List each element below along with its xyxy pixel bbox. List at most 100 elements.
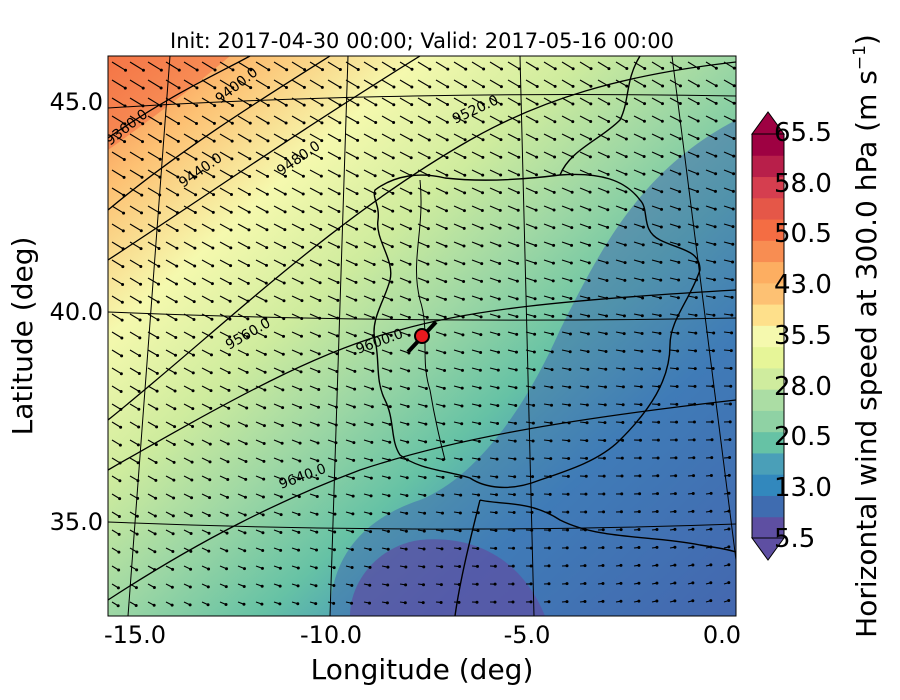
wind-arrow xyxy=(291,403,301,408)
wind-arrow-head xyxy=(535,155,539,159)
wind-arrow xyxy=(147,187,160,196)
wind-arrow-head xyxy=(551,261,555,265)
wind-arrow xyxy=(129,475,139,482)
wind-arrow-head xyxy=(302,85,306,89)
wind-arrow-head xyxy=(619,528,623,532)
wind-arrow-head xyxy=(265,228,269,232)
wind-arrow-head xyxy=(172,478,176,482)
wind-arrow-head xyxy=(460,422,464,426)
wind-arrow-head xyxy=(529,582,533,586)
wind-arrow xyxy=(201,403,212,409)
wind-arrow xyxy=(237,439,247,445)
wind-arrow-head xyxy=(731,242,735,246)
wind-arrow-head xyxy=(212,193,216,197)
wind-arrow-head xyxy=(315,494,319,498)
wind-arrow-head xyxy=(589,120,593,124)
wind-arrow-head xyxy=(605,243,609,247)
wind-arrow xyxy=(165,241,178,249)
wind-arrow xyxy=(705,241,716,245)
wind-arrow xyxy=(309,313,320,319)
wind-arrow xyxy=(363,187,376,194)
wind-arrow-head xyxy=(193,246,197,250)
wind-arrow-head xyxy=(284,85,288,89)
y-tick-label: 35.0 xyxy=(50,508,103,536)
wind-arrow-head xyxy=(445,156,449,160)
x-axis: -15.0 -10.0 -5.0 0.0 xyxy=(104,621,741,649)
wind-arrow-head xyxy=(583,546,587,550)
wind-arrow-head xyxy=(709,599,713,603)
wind-arrow xyxy=(453,277,464,283)
wind-arrow-head xyxy=(531,475,535,479)
wind-arrow-head xyxy=(317,370,321,374)
wind-arrow xyxy=(489,97,502,105)
wind-arrow-head xyxy=(535,120,539,124)
wind-arrow-head xyxy=(177,104,181,108)
wind-arrow-head xyxy=(299,405,303,409)
wind-arrow-head xyxy=(387,494,391,498)
wind-arrow xyxy=(525,61,538,70)
wind-arrow xyxy=(507,295,518,300)
wind-arrow-head xyxy=(552,243,556,247)
wind-arrow-head xyxy=(568,368,572,372)
wind-arrow-head xyxy=(675,420,679,424)
wind-arrow-head xyxy=(498,262,502,266)
wind-arrow xyxy=(165,169,179,178)
wind-arrow xyxy=(561,241,572,246)
wind-arrow xyxy=(651,115,663,122)
wind-arrow-head xyxy=(481,173,485,177)
height-contour-line xyxy=(108,399,736,601)
wind-arrow-head xyxy=(553,67,557,71)
wind-arrow xyxy=(147,115,161,125)
wind-arrow-head xyxy=(409,209,413,213)
wind-arrow xyxy=(237,97,251,106)
wind-arrow xyxy=(579,295,589,299)
wind-arrow-head xyxy=(622,332,626,336)
wind-arrow xyxy=(633,133,645,140)
wind-arrow-head xyxy=(640,367,644,371)
wind-arrow xyxy=(327,403,337,408)
wind-arrow xyxy=(363,169,376,177)
wind-arrow-head xyxy=(264,317,268,321)
wind-arrow-head xyxy=(158,139,162,143)
wind-arrow xyxy=(561,79,574,87)
wind-arrow-head xyxy=(532,403,536,407)
wind-arrow-head xyxy=(209,353,213,357)
wind-arrow xyxy=(489,133,502,141)
wind-arrow-head xyxy=(248,175,252,179)
wind-arrow-head xyxy=(622,349,626,353)
wind-arrow-head xyxy=(225,531,229,535)
wind-arrow xyxy=(471,331,482,336)
wind-arrow-head xyxy=(320,156,324,160)
wind-arrow xyxy=(489,61,502,70)
wind-arrow-head xyxy=(641,278,645,282)
wind-arrow-head xyxy=(389,316,393,320)
colorbar-tick-label: 50.5 xyxy=(774,219,832,249)
wind-arrow xyxy=(633,205,644,211)
wind-arrow-head xyxy=(567,439,571,443)
wind-arrow xyxy=(381,205,393,212)
wind-arrow-head xyxy=(320,85,324,89)
wind-arrow xyxy=(255,349,266,355)
wind-arrow xyxy=(219,133,233,142)
wind-arrow xyxy=(327,277,339,284)
wind-arrow-head xyxy=(280,459,284,463)
x-tick-label: 0.0 xyxy=(703,621,741,649)
wind-arrow xyxy=(651,97,663,105)
wind-arrow-head xyxy=(337,174,341,178)
wind-arrow xyxy=(471,133,484,141)
meridian-0 xyxy=(671,56,736,561)
wind-arrow-head xyxy=(553,102,557,106)
wind-arrow-head xyxy=(445,120,449,124)
wind-arrow-head xyxy=(120,336,124,340)
wind-arrow-head xyxy=(425,351,429,355)
wind-arrow-head xyxy=(297,512,301,516)
wind-arrow xyxy=(255,259,267,266)
wind-arrow-head xyxy=(226,495,230,499)
wind-arrow-head xyxy=(247,228,251,232)
wind-arrow xyxy=(219,367,230,374)
wind-arrow-head xyxy=(711,349,715,353)
wind-arrow-head xyxy=(406,422,410,426)
wind-arrow xyxy=(273,403,283,409)
wind-arrow-head xyxy=(137,389,141,393)
wind-arrow-head xyxy=(244,477,248,481)
